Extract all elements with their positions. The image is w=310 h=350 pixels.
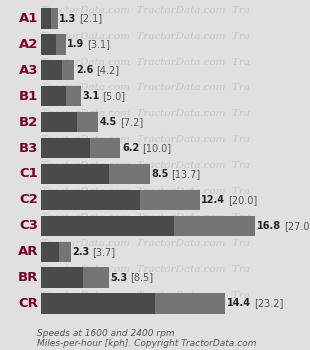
Text: 6.2: 6.2 — [122, 143, 139, 153]
Text: TractorData.com  TractorData.com  Tra: TractorData.com TractorData.com Tra — [41, 6, 250, 15]
Text: [8.5]: [8.5] — [130, 273, 153, 282]
Text: TractorData.com  TractorData.com  Tra: TractorData.com TractorData.com Tra — [41, 187, 250, 196]
Bar — [51, 8, 58, 29]
Bar — [77, 112, 98, 132]
Bar — [41, 164, 108, 184]
Text: TractorData.com  TractorData.com  Tra: TractorData.com TractorData.com Tra — [41, 290, 250, 300]
Bar — [41, 8, 51, 29]
Bar — [41, 86, 66, 106]
Text: 12.4: 12.4 — [202, 195, 225, 205]
Bar — [66, 86, 81, 106]
Bar — [56, 34, 66, 55]
Bar — [83, 267, 108, 288]
Bar — [140, 190, 200, 210]
Text: C2: C2 — [19, 193, 38, 206]
Text: 14.4: 14.4 — [227, 299, 251, 308]
Text: 4.5: 4.5 — [100, 117, 117, 127]
Bar — [62, 60, 74, 80]
Text: [3.7]: [3.7] — [92, 247, 115, 257]
Text: B2: B2 — [19, 116, 38, 129]
Bar — [90, 138, 121, 158]
Text: B3: B3 — [19, 141, 38, 155]
Bar — [41, 112, 77, 132]
Text: TractorData.com  TractorData.com  Tra: TractorData.com TractorData.com Tra — [41, 58, 250, 66]
Text: AR: AR — [17, 245, 38, 258]
Text: [27.0]: [27.0] — [284, 221, 310, 231]
Text: [5.0]: [5.0] — [103, 91, 126, 101]
Text: TractorData.com  TractorData.com  Tra: TractorData.com TractorData.com Tra — [41, 109, 250, 118]
Text: TractorData.com  TractorData.com  Tra: TractorData.com TractorData.com Tra — [41, 213, 250, 222]
Bar — [41, 138, 90, 158]
Text: TractorData.com  TractorData.com  Tra: TractorData.com TractorData.com Tra — [41, 84, 250, 92]
Text: A1: A1 — [19, 12, 38, 25]
Text: [3.1]: [3.1] — [87, 40, 110, 49]
Text: [23.2]: [23.2] — [254, 299, 283, 308]
Text: A2: A2 — [19, 38, 38, 51]
Text: 1.3: 1.3 — [60, 14, 77, 23]
Text: 2.6: 2.6 — [76, 65, 93, 75]
Bar — [175, 216, 255, 236]
Text: TractorData.com  TractorData.com  Tra: TractorData.com TractorData.com Tra — [41, 32, 250, 41]
Text: B1: B1 — [19, 90, 38, 103]
Text: 3.1: 3.1 — [82, 91, 100, 101]
Text: [7.2]: [7.2] — [120, 117, 143, 127]
Text: C1: C1 — [19, 167, 38, 181]
Text: 5.3: 5.3 — [110, 273, 127, 282]
Text: TractorData.com  TractorData.com  Tra: TractorData.com TractorData.com Tra — [41, 161, 250, 170]
Text: 8.5: 8.5 — [151, 169, 169, 179]
Text: 2.3: 2.3 — [72, 247, 89, 257]
Text: [20.0]: [20.0] — [228, 195, 258, 205]
Bar — [41, 34, 56, 55]
Text: 16.8: 16.8 — [257, 221, 281, 231]
Bar — [41, 241, 60, 262]
Bar — [41, 190, 140, 210]
Text: 1.9: 1.9 — [67, 40, 85, 49]
Text: [2.1]: [2.1] — [80, 14, 103, 23]
Text: TractorData.com  TractorData.com  Tra: TractorData.com TractorData.com Tra — [41, 265, 250, 274]
Text: TractorData.com  TractorData.com  Tra: TractorData.com TractorData.com Tra — [41, 135, 250, 144]
Text: [13.7]: [13.7] — [171, 169, 201, 179]
Text: [10.0]: [10.0] — [142, 143, 171, 153]
Bar — [41, 60, 62, 80]
Text: Speeds at 1600 and 2400 rpm
Miles-per-hour [kph]. Copyright TractorData.com: Speeds at 1600 and 2400 rpm Miles-per-ho… — [37, 329, 257, 348]
Text: C3: C3 — [19, 219, 38, 232]
Text: A3: A3 — [19, 64, 38, 77]
Bar — [60, 241, 70, 262]
Bar — [41, 216, 175, 236]
Bar — [41, 293, 155, 314]
Text: [4.2]: [4.2] — [96, 65, 119, 75]
Text: CR: CR — [18, 297, 38, 310]
Bar — [155, 293, 225, 314]
Text: BR: BR — [18, 271, 38, 284]
Bar — [41, 267, 83, 288]
Bar — [108, 164, 150, 184]
Text: TractorData.com  TractorData.com  Tra: TractorData.com TractorData.com Tra — [41, 239, 250, 248]
